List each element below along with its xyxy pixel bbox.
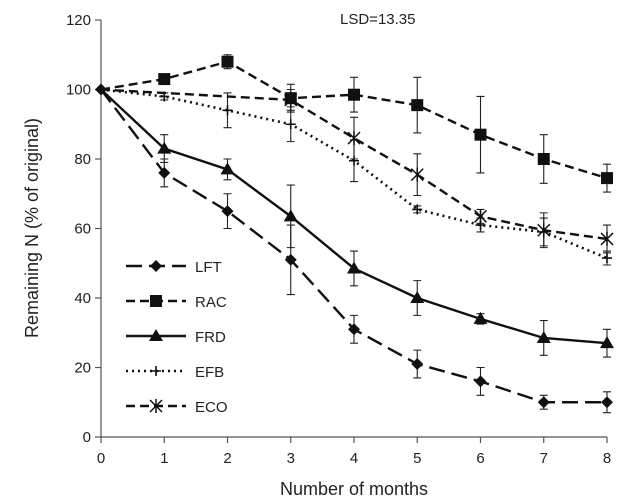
x-tick-label: 1 [160, 450, 168, 467]
series-lft [100, 88, 613, 414]
series-layer [95, 54, 614, 414]
data-point-lft [537, 396, 550, 409]
data-point-eco [284, 92, 298, 107]
data-point-eco [473, 209, 488, 224]
x-tick-label: 0 [97, 450, 105, 467]
data-point-efb [222, 105, 233, 116]
legend-label: FRD [195, 329, 226, 346]
y-tick-label: 0 [83, 429, 91, 446]
data-point-eco [410, 167, 424, 182]
x-tick-label: 5 [413, 450, 421, 467]
legend-label: ECO [195, 399, 228, 416]
legend-marker-frd [149, 329, 163, 341]
data-point-frd [347, 261, 361, 274]
data-point-efb [412, 204, 423, 215]
y-tick-label: 60 [74, 221, 91, 238]
y-tick-label: 40 [74, 290, 91, 307]
data-point-frd [600, 336, 614, 349]
y-tick-label: 20 [74, 360, 91, 377]
x-tick-label: 3 [287, 450, 295, 467]
series-efb [100, 88, 612, 266]
data-point-rac [537, 153, 550, 165]
data-point-eco [600, 231, 614, 246]
y-tick-label: 100 [66, 82, 91, 99]
series-rac [100, 54, 613, 193]
legend-item-efb: EFB [126, 364, 224, 381]
data-point-frd [410, 291, 425, 303]
data-point-lft [601, 396, 613, 409]
data-point-rac [221, 55, 234, 68]
x-tick-label: 8 [603, 450, 611, 467]
x-tick-label: 4 [350, 450, 358, 467]
y-tick-label: 80 [74, 151, 91, 168]
y-tick-label: 120 [66, 12, 91, 29]
legend-marker-rac [150, 295, 162, 307]
x-tick-label: 7 [540, 450, 548, 467]
legend-label: LFT [195, 259, 222, 276]
y-ticks: 0 20 40 60 80 100 120 [66, 12, 101, 446]
data-point-rac [348, 88, 360, 101]
data-point-lft [474, 375, 487, 388]
data-point-eco [347, 131, 361, 146]
data-point-lft [284, 253, 297, 266]
legend-item-frd: FRD [126, 329, 226, 346]
data-point-lft [348, 323, 360, 336]
data-point-frd [157, 141, 172, 154]
legend-label: RAC [195, 294, 227, 311]
data-point-frd [283, 209, 298, 222]
legend-item-eco: ECO [126, 399, 228, 416]
data-point-lft [411, 358, 424, 371]
series-line-efb [100, 88, 608, 260]
x-tick-label: 6 [476, 450, 484, 467]
legend-item-rac: RAC [126, 294, 227, 311]
data-point-efb [285, 119, 296, 130]
x-axis-label: Number of months [280, 479, 428, 499]
data-point-frd [220, 162, 235, 175]
series-frd [100, 88, 614, 358]
y-axis-label: Remaining N (% of original) [22, 118, 42, 338]
data-point-rac [601, 172, 613, 185]
legend-marker-lft [150, 260, 162, 272]
data-point-eco [537, 223, 551, 238]
data-point-lft [158, 166, 171, 179]
legend-marker-eco [149, 399, 163, 413]
legend-marker-efb [151, 366, 161, 376]
data-point-origin [95, 83, 107, 96]
x-ticks: 0 1 2 3 4 5 6 7 8 [97, 437, 611, 467]
data-point-rac [158, 73, 171, 86]
series-eco [100, 88, 614, 254]
data-point-efb [602, 253, 612, 264]
annotation-lsd: LSD=13.35 [340, 11, 415, 28]
x-tick-label: 2 [223, 450, 231, 467]
data-point-rac [474, 128, 487, 141]
data-point-frd [536, 330, 551, 343]
data-point-frd [473, 311, 488, 324]
data-point-rac [411, 99, 424, 112]
legend-item-lft: LFT [126, 259, 222, 276]
legend-label: EFB [195, 364, 224, 381]
legend: LFT RAC FRD EFB ECO [126, 259, 228, 416]
data-point-lft [221, 205, 234, 218]
